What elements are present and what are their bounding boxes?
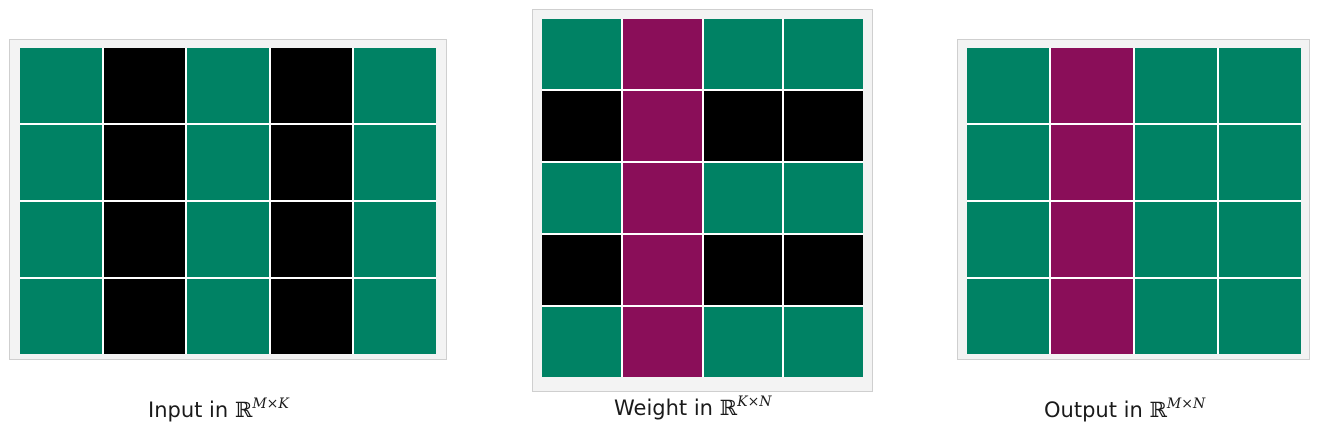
input-matrix-cell: [103, 279, 186, 354]
weight-caption-dimensions: K×N: [737, 394, 772, 410]
output-matrix-cell: [1051, 202, 1133, 277]
output-matrix-cell: [1051, 279, 1133, 354]
input-matrix-cell: [187, 125, 269, 200]
weight-matrix-cell: [703, 19, 783, 89]
output-matrix-cell: [1219, 279, 1301, 354]
weight-matrix-cell: [784, 163, 863, 233]
input-matrix-cell: [20, 48, 102, 123]
input-matrix-cell: [103, 125, 186, 200]
output-matrix-cell: [1051, 125, 1133, 200]
output-caption-set: ℝ: [1149, 398, 1167, 422]
input-matrix-cell: [354, 202, 436, 277]
output-matrix-panel: [957, 39, 1310, 360]
weight-caption: Weight in ℝK×N: [614, 394, 772, 420]
weight-matrix-cell: [622, 91, 702, 161]
output-matrix-cell: [1219, 125, 1301, 200]
weight-matrix-cell: [703, 235, 783, 305]
input-matrix-cell: [20, 279, 102, 354]
weight-matrix-cell: [542, 235, 621, 305]
input-matrix-grid: [20, 48, 436, 354]
weight-matrix-cell: [542, 91, 621, 161]
output-matrix-cell: [1219, 48, 1301, 123]
weight-matrix-cell: [703, 307, 783, 377]
input-caption-dimensions: M×K: [252, 396, 289, 412]
weight-matrix-cell: [784, 91, 863, 161]
input-caption: Input in ℝM×K: [148, 396, 289, 422]
input-matrix-cell: [270, 279, 353, 354]
input-matrix-cell: [187, 279, 269, 354]
input-matrix-panel: [9, 39, 447, 360]
output-matrix-cell: [1051, 48, 1133, 123]
input-matrix-cell: [354, 279, 436, 354]
weight-matrix-panel: [532, 9, 873, 392]
weight-matrix-cell: [622, 19, 702, 89]
weight-caption-set: ℝ: [719, 396, 738, 420]
output-matrix-cell: [967, 202, 1049, 277]
input-matrix-cell: [270, 48, 353, 123]
input-matrix-cell: [187, 202, 269, 277]
input-matrix-cell: [270, 202, 353, 277]
output-matrix-cell: [1135, 202, 1217, 277]
weight-matrix-cell: [542, 19, 621, 89]
weight-matrix-cell: [784, 235, 863, 305]
weight-matrix-cell: [542, 307, 621, 377]
weight-matrix-cell: [542, 163, 621, 233]
output-matrix-cell: [967, 48, 1049, 123]
input-matrix-cell: [354, 125, 436, 200]
input-matrix-cell: [103, 48, 186, 123]
weight-matrix-cell: [784, 307, 863, 377]
input-caption-prefix: Input in: [148, 398, 235, 422]
output-caption-dimensions: M×N: [1166, 396, 1206, 412]
weight-matrix-grid: [542, 19, 863, 377]
input-caption-set: ℝ: [234, 398, 253, 422]
output-caption-prefix: Output in: [1044, 398, 1150, 422]
input-matrix-cell: [103, 202, 186, 277]
output-matrix-cell: [1135, 279, 1217, 354]
output-matrix-cell: [1219, 202, 1301, 277]
input-matrix-cell: [20, 125, 102, 200]
output-matrix-cell: [1135, 125, 1217, 200]
weight-matrix-cell: [703, 163, 783, 233]
weight-matrix-cell: [784, 19, 863, 89]
output-matrix-grid: [967, 48, 1301, 354]
weight-matrix-cell: [622, 163, 702, 233]
input-matrix-cell: [187, 48, 269, 123]
weight-matrix-cell: [622, 307, 702, 377]
output-matrix-cell: [967, 279, 1049, 354]
input-matrix-cell: [270, 125, 353, 200]
output-matrix-cell: [967, 125, 1049, 200]
input-matrix-cell: [20, 202, 102, 277]
output-matrix-cell: [1135, 48, 1217, 123]
output-caption: Output in ℝM×N: [1044, 396, 1205, 422]
input-matrix-cell: [354, 48, 436, 123]
weight-caption-prefix: Weight in: [614, 396, 720, 420]
weight-matrix-cell: [703, 91, 783, 161]
weight-matrix-cell: [622, 235, 702, 305]
